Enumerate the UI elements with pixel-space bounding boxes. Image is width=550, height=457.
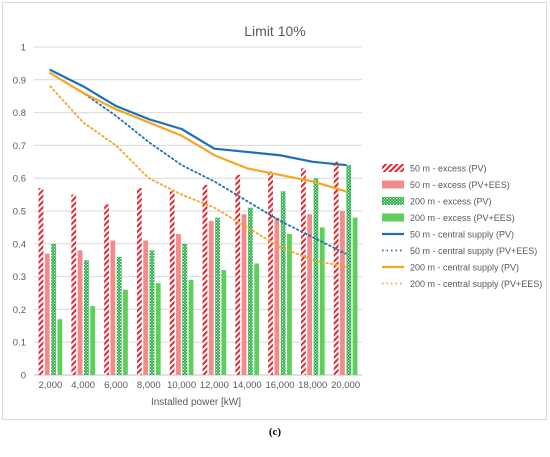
legend-swatch [382,213,404,222]
chart: Limit 10% 00.10.20.30.40.50.60.70.80.91 … [13,23,543,408]
legend: 50 m - excess (PV) 50 m - excess (PV+EES)… [382,164,542,289]
x-tick-labels: 2,000 4,000 6,000 8,000 10,000 12,000 14,000 16… [39,380,361,391]
bar [57,319,63,375]
bar [202,184,208,375]
x-tick-label: 6,000 [104,380,128,391]
legend-label: 200 m - central supply (PV+EES) [410,279,542,289]
legend-swatch [382,164,404,172]
y-tick-label: 0.4 [13,239,26,250]
bar [38,188,44,375]
legend-swatch [382,180,404,189]
bar [104,204,109,375]
x-tick-label: 8,000 [137,380,161,391]
bar [274,217,280,375]
bar [169,191,175,375]
legend-label: 200 m - excess (PV+EES) [410,213,515,223]
y-tick-label: 0.2 [13,305,26,316]
x-tick-label: 18,000 [298,380,327,391]
legend-label: 50 m - excess (PV) [410,164,487,174]
bar [319,227,325,375]
x-tick-label: 14,000 [233,380,262,391]
bar [254,263,260,375]
chart-title: Limit 10% [244,23,305,39]
legend-label: 50 m - excess (PV+EES) [410,180,510,190]
x-tick-label: 20,000 [331,380,360,391]
bars [38,161,358,375]
bar [280,191,286,375]
bar [340,211,345,375]
y-tick-label: 0.8 [13,108,26,119]
chart-frame [2,2,547,420]
series-line [49,68,347,167]
legend-swatch [382,197,404,205]
bar [313,178,319,375]
y-tick-label: 0.3 [13,272,26,283]
bar [182,243,188,375]
bar [90,306,96,375]
bar [215,217,220,375]
legend-label: 50 m - central supply (PV) [410,230,514,240]
figure-caption: (c) [268,426,282,438]
series-line [49,72,347,255]
y-tick-label: 0.6 [13,174,26,185]
bar [116,256,122,375]
series-line [49,72,347,193]
y-tick-label: 1 [21,43,26,54]
series-line [49,85,347,268]
bar [51,243,56,375]
bar [149,250,155,375]
x-tick-label: 4,000 [71,380,95,391]
y-tick-label: 0 [21,371,26,382]
bar [83,260,89,375]
y-tick-label: 0.5 [13,207,26,218]
bar [221,270,227,375]
bar [300,168,306,375]
bar [44,253,50,375]
bar [176,233,181,375]
legend-label: 50 m - central supply (PV+EES) [410,246,537,256]
bar [188,279,194,375]
bar [143,240,149,375]
y-tick-label: 0.1 [13,338,26,349]
bar [241,214,247,375]
lines [49,68,347,268]
bar [346,165,352,375]
x-axis-label: Installed power [kW] [151,397,241,408]
bar [333,161,339,375]
bar [208,220,214,375]
y-tick-labels: 0 0.1 0.2 0.3 0.4 0.5 0.6 0.7 0.8 0.9 1 [13,43,26,382]
bar [247,207,253,375]
y-tick-label: 0.9 [13,75,26,86]
x-tick-label: 16,000 [265,380,294,391]
bar [123,289,128,375]
x-tick-label: 12,000 [200,380,229,391]
bar [352,217,358,375]
x-tick-label: 10,000 [167,380,196,391]
bar [307,214,313,375]
y-tick-label: 0.7 [13,141,26,152]
bar [71,194,77,375]
bar [268,171,273,375]
bar [77,250,83,375]
bar [136,188,142,375]
bar [155,283,161,375]
bar [235,174,241,375]
legend-label: 200 m - excess (PV) [410,197,492,207]
gridlines [34,46,362,376]
bar [287,233,292,375]
x-tick-label: 2,000 [39,380,63,391]
legend-label: 200 m - central supply (PV) [410,263,519,273]
bar [110,240,116,375]
